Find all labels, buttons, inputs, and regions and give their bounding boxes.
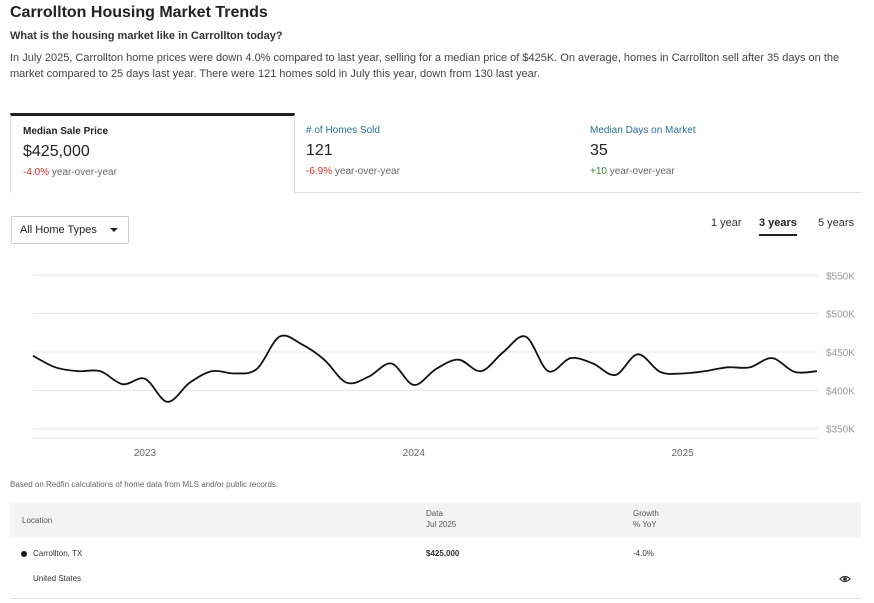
home-type-dropdown[interactable]: All Home Types [11,216,129,244]
header-data: Data Jul 2025 [426,508,456,530]
x-tick-label: 2024 [403,448,426,459]
tab-change: -4.0% year-over-year [23,167,282,178]
header-growth: Growth % YoY [633,508,659,530]
tab-homes-sold[interactable]: # of Homes Sold 121 -6.9% year-over-year [294,113,578,191]
header-data-date: Jul 2025 [426,520,457,529]
tab-change: -6.9% year-over-year [306,166,566,177]
table-divider [10,598,861,599]
page-title: Carrollton Housing Market Trends [10,4,268,21]
table-header: Location Data Jul 2025 Growth % YoY [10,503,861,537]
y-tick-label: $400K [826,386,855,397]
change-suffix: year-over-year [49,167,117,178]
change-suffix: year-over-year [606,166,675,177]
tab-median-sale-price[interactable]: Median Sale Price $425,000 -4.0% year-ov… [10,113,295,193]
range-5-years[interactable]: 5 years [818,217,855,229]
row-location: Carrollton, TX [33,549,83,558]
row-data: $425,000 [426,549,460,558]
range-1-year[interactable]: 1 year [711,217,742,229]
tab-label: # of Homes Sold [306,125,380,136]
tab-value: 35 [590,142,608,159]
header-location: Location [22,516,53,525]
header-growth-sub: % YoY [633,520,657,529]
row-location: United States [33,574,82,583]
header-growth-label: Growth [633,509,659,518]
header-data-label: Data [426,509,443,518]
market-summary: In July 2025, Carrollton home prices wer… [10,52,840,80]
page-subtitle: What is the housing market like in Carro… [10,30,283,42]
tab-label: Median Days on Market [590,125,696,136]
median-price-series-line[interactable] [32,334,818,403]
change-suffix: year-over-year [332,166,400,177]
series-dot-icon [21,551,27,557]
y-tick-label: $500K [826,310,855,321]
change-value: -4.0% [23,167,50,178]
tab-change: +10 year-over-year [590,166,849,177]
data-source-note: Based on Redfin calculations of home dat… [10,480,279,489]
x-tick-label: 2025 [671,448,694,459]
tab-value: $425,000 [23,143,90,160]
tab-value: 121 [306,142,333,159]
eye-icon[interactable] [839,574,851,584]
table-row: United States [10,567,861,591]
tab-label: Median Sale Price [23,126,109,137]
tab-median-days-on-market[interactable]: Median Days on Market 35 +10 year-over-y… [578,113,861,191]
table-row: Carrollton, TX $425,000 -4.0% [10,542,861,566]
y-tick-label: $350K [826,425,855,436]
caret-down-icon [110,228,118,232]
y-tick-label: $550K [826,271,855,282]
range-3-years[interactable]: 3 years [759,217,797,236]
change-value: +10 [590,166,607,177]
metric-tabs: Median Sale Price $425,000 -4.0% year-ov… [10,113,861,193]
price-line-chart: $350K $400K $450K $500K $550K 2023 2024 2025 [32,271,855,459]
y-tick-label: $450K [826,348,855,359]
home-type-selected: All Home Types [20,224,97,236]
x-tick-label: 2023 [134,448,157,459]
change-value: -6.9% [306,166,333,177]
row-growth: -4.0% [633,549,654,558]
